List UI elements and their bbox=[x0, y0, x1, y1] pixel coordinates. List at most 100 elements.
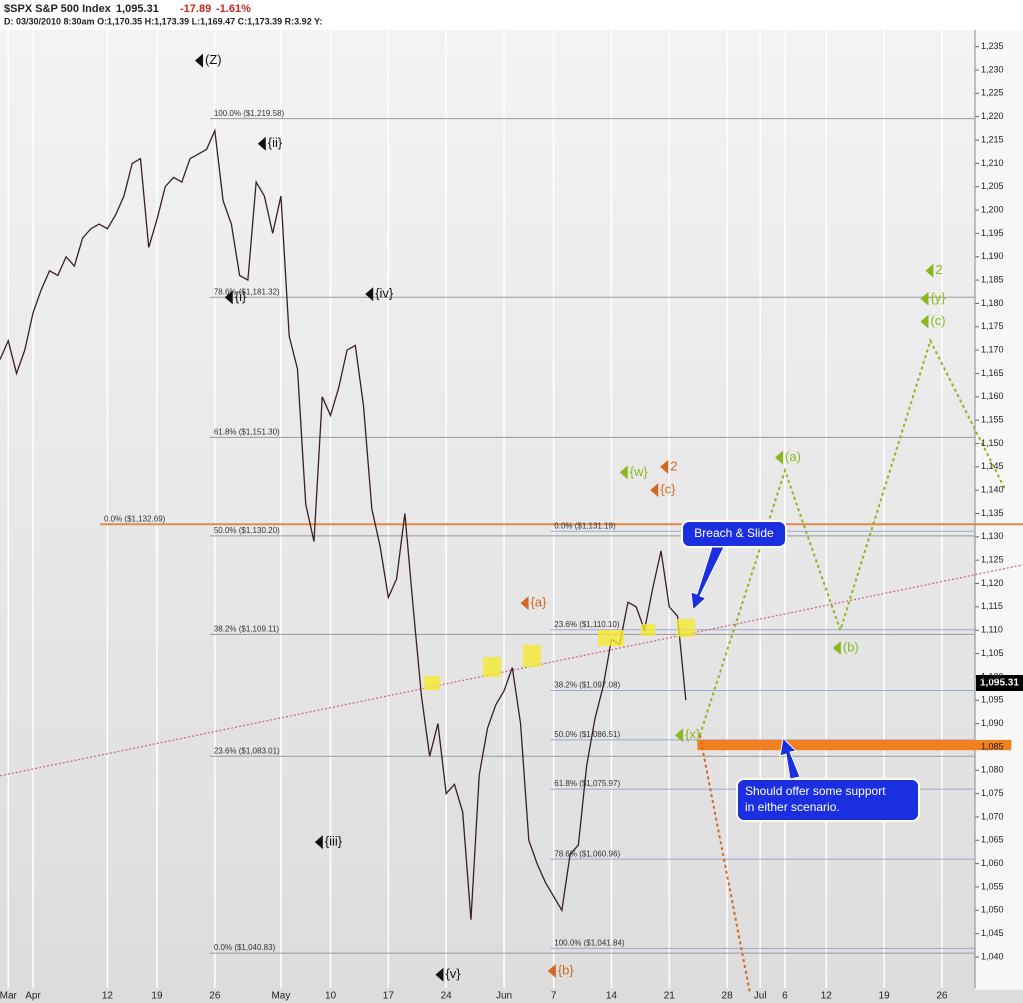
fib-label: 0.0% ($1,040.83) bbox=[214, 943, 276, 952]
wave-label: {c} bbox=[660, 482, 676, 497]
y-tick-label: 1,210 bbox=[981, 158, 1004, 168]
x-tick-label: 24 bbox=[441, 991, 453, 1002]
wave-label: {ii} bbox=[268, 135, 283, 150]
wave-label: {iv} bbox=[375, 286, 394, 301]
wave-label: (a) bbox=[785, 449, 801, 464]
fib-label: 50.0% ($1,086.51) bbox=[554, 730, 620, 739]
x-tick-label: 7 bbox=[551, 991, 557, 1002]
y-tick-label: 1,130 bbox=[981, 531, 1004, 541]
wave-label: {i} bbox=[235, 289, 247, 304]
y-tick-label: 1,155 bbox=[981, 415, 1004, 425]
fib-label: 0.0% ($1,131.19) bbox=[554, 521, 616, 530]
wave-marker bbox=[660, 459, 669, 474]
highlight bbox=[523, 645, 541, 667]
wave-label: (Z) bbox=[205, 52, 222, 67]
last-price: 1,095.31 bbox=[116, 3, 159, 15]
highlight bbox=[483, 657, 501, 677]
wave-marker bbox=[775, 450, 784, 465]
price-tag-text: 1,095.31 bbox=[980, 678, 1019, 689]
fib-label: 50.0% ($1,130.20) bbox=[214, 526, 280, 535]
highlight bbox=[424, 676, 440, 690]
wave-marker bbox=[675, 728, 684, 743]
y-tick-label: 1,050 bbox=[981, 905, 1004, 915]
wave-label: {v} bbox=[445, 966, 461, 981]
fib-label: 100.0% ($1,219.58) bbox=[214, 109, 285, 118]
fib-label: 61.8% ($1,151.30) bbox=[214, 428, 280, 437]
x-tick-label: Apr bbox=[25, 991, 41, 1002]
y-tick-label: 1,040 bbox=[981, 951, 1004, 961]
x-tick-label: 26 bbox=[936, 991, 948, 1002]
x-tick-label: 12 bbox=[821, 991, 833, 1002]
x-tick-label: Jul bbox=[754, 991, 767, 1002]
callout-arrow bbox=[779, 736, 801, 780]
x-tick-label: 17 bbox=[383, 991, 395, 1002]
x-tick-label: 14 bbox=[606, 991, 618, 1002]
x-tick-label: 28 bbox=[722, 991, 734, 1002]
y-tick-label: 1,220 bbox=[981, 111, 1004, 121]
y-tick-label: 1,080 bbox=[981, 765, 1004, 775]
fib-label: 23.6% ($1,110.10) bbox=[554, 620, 620, 629]
y-tick-label: 1,230 bbox=[981, 64, 1004, 74]
x-tick-label: 19 bbox=[151, 991, 163, 1002]
y-tick-label: 1,195 bbox=[981, 228, 1004, 238]
x-tick-label: 21 bbox=[664, 991, 676, 1002]
highlight bbox=[677, 619, 695, 637]
x-tick-label: Jun bbox=[496, 991, 512, 1002]
y-tick-label: 1,160 bbox=[981, 391, 1004, 401]
wave-marker bbox=[224, 290, 233, 305]
y-tick-label: 1,205 bbox=[981, 181, 1004, 191]
price-line bbox=[0, 128, 687, 920]
y-tick-label: 1,145 bbox=[981, 461, 1004, 471]
symbol: $SPX S&P 500 Index bbox=[4, 3, 112, 15]
y-tick-label: 1,065 bbox=[981, 835, 1004, 845]
details: D: 03/30/2010 8:30am O:1,170.35 H:1,173.… bbox=[4, 16, 322, 26]
wave-label: (b) bbox=[843, 639, 859, 654]
header: $SPX S&P 500 Index 1,095.31 -17.89 -1.61… bbox=[4, 3, 322, 26]
wave-marker bbox=[520, 596, 529, 611]
y-tick-label: 1,085 bbox=[981, 741, 1004, 751]
wave-label: {iii} bbox=[325, 834, 343, 849]
y-tick-label: 1,200 bbox=[981, 204, 1004, 214]
callout-box bbox=[736, 778, 920, 822]
y-tick-label: 1,215 bbox=[981, 134, 1004, 144]
wave-label: {w} bbox=[630, 464, 649, 479]
y-tick-label: 1,180 bbox=[981, 298, 1004, 308]
support-band bbox=[697, 739, 1012, 751]
support-callout: Should offer some support in either scen… bbox=[736, 736, 920, 822]
x-tick-label: 6 bbox=[782, 991, 788, 1002]
y-tick-label: 1,060 bbox=[981, 858, 1004, 868]
y-tick-label: 1,075 bbox=[981, 788, 1004, 798]
y-tick-label: 1,125 bbox=[981, 555, 1004, 565]
y-tick-label: 1,185 bbox=[981, 274, 1004, 284]
x-tick-label: Mar bbox=[0, 991, 18, 1002]
callout-arrow bbox=[690, 546, 725, 612]
y-tick-label: 1,100 bbox=[981, 671, 1004, 681]
wave-marker bbox=[314, 835, 323, 850]
header-panel bbox=[0, 0, 1023, 30]
projection-line bbox=[698, 735, 752, 995]
projection-line bbox=[698, 338, 1007, 736]
y-tick-label: 1,165 bbox=[981, 368, 1004, 378]
price-tag: 1,095.31 bbox=[976, 675, 1023, 691]
y-tick-label: 1,115 bbox=[981, 601, 1003, 611]
fib-label: 0.0% ($1,132.69) bbox=[104, 514, 166, 523]
wave-marker bbox=[650, 483, 659, 498]
x-tick-label: 19 bbox=[879, 991, 891, 1002]
x-tick-label: May bbox=[271, 991, 290, 1002]
fib-label: 78.6% ($1,060.96) bbox=[554, 849, 620, 858]
y-tick-label: 1,140 bbox=[981, 485, 1004, 495]
wave-marker bbox=[619, 465, 628, 480]
wave-label: {y} bbox=[930, 290, 946, 305]
y-tick-label: 1,090 bbox=[981, 718, 1004, 728]
breach-callout: Breach & Slide bbox=[681, 520, 787, 612]
wave-marker bbox=[920, 314, 929, 329]
change-pct: -1.61% bbox=[216, 3, 251, 15]
wave-label: (c) bbox=[930, 313, 945, 328]
wave-marker bbox=[257, 136, 266, 151]
highlights bbox=[424, 619, 695, 690]
y-tick-label: 1,055 bbox=[981, 881, 1004, 891]
y-tick-label: 1,110 bbox=[981, 625, 1003, 635]
y-tick-label: 1,045 bbox=[981, 928, 1004, 938]
